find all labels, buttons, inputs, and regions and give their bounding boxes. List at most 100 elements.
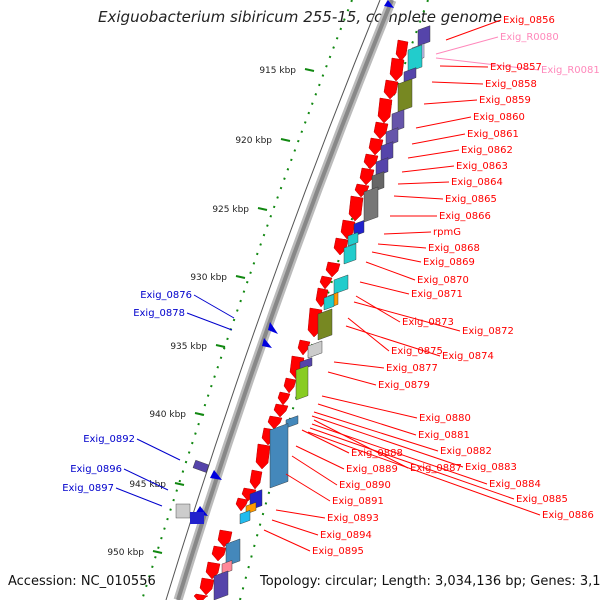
gene-label[interactable]: Exig_0877 [386,363,438,374]
gene-label[interactable]: Exig_0856 [503,15,555,26]
gene-label[interactable]: Exig_0859 [479,95,531,106]
gene-label[interactable]: Exig_0882 [440,446,492,457]
gene-label[interactable]: Exig_0868 [428,243,480,254]
cds-feature-forward [377,97,393,124]
gene-label-reverse[interactable]: Exig_0876 [140,290,192,301]
gene-label[interactable]: Exig_0872 [462,326,514,337]
gene-label-reverse[interactable]: Exig_0897 [62,483,114,494]
gene-label[interactable]: Exig_0891 [332,496,384,507]
label-leader-line [327,371,377,386]
feature-category-box [353,220,365,237]
gene-label[interactable]: Exig_0884 [489,479,541,490]
feature-category-box [317,308,333,341]
label-leader-line [115,487,163,507]
gene-label[interactable]: Exig_0886 [542,510,594,521]
feature-category-box [269,423,289,489]
gene-label[interactable]: Exig_0895 [312,546,364,557]
gene-label[interactable]: Exig_0870 [417,275,469,286]
label-leader-line [411,133,466,145]
scale-tick [304,68,315,72]
scale-tick-label: 920 kbp [235,136,272,146]
label-leader-line [186,312,233,331]
label-leader-line [435,36,499,55]
cds-feature-forward [193,593,209,600]
scale-tick-label: 915 kbp [259,66,296,76]
gene-label[interactable]: Exig_0890 [339,480,391,491]
cds-feature-forward [211,545,227,562]
gene-label[interactable]: Exig_0860 [473,112,525,123]
cds-feature-forward [315,287,329,308]
gene-label[interactable]: Exig_0862 [461,145,513,156]
cds-feature-forward [319,275,333,290]
scale-tick-label: 935 kbp [170,342,207,352]
gene-label-reverse[interactable]: Exig_0892 [83,434,135,445]
gene-label[interactable]: Exig_0858 [485,79,537,90]
reverse-category-box [190,512,204,524]
label-leader-line [313,419,409,469]
gene-label-reverse[interactable]: Exig_0878 [133,308,185,319]
gene-label[interactable]: Exig_0869 [423,257,475,268]
cds-feature-reverse [384,0,394,8]
gene-label[interactable]: Exig_0888 [351,448,403,459]
label-leader-line [407,149,460,159]
label-leader-line [311,423,488,485]
cds-feature-forward [273,403,289,418]
cds-feature-forward [249,469,263,490]
label-leader-line [377,243,427,249]
gene-label[interactable]: Exig_0871 [411,289,463,300]
gene-label[interactable]: Exig_0866 [439,211,491,222]
gene-label[interactable]: Exig_0864 [451,177,503,188]
gene-label[interactable]: Exig_0861 [467,129,519,140]
gene-label[interactable]: rpmG [433,227,461,238]
label-leader-line [359,281,410,295]
feature-category-box [397,78,413,113]
scale-tick [152,550,163,554]
label-leader-line [423,99,478,105]
label-leader-line [393,195,444,200]
label-leader-line [271,519,319,536]
cds-feature-forward [395,39,409,62]
scale-tick-label: 925 kbp [212,205,249,215]
gene-label[interactable]: Exig_R0080 [500,32,559,43]
gene-label[interactable]: Exig_0894 [320,530,372,541]
label-leader-line [311,415,464,468]
scale-tick [174,482,185,486]
genome-summary-text: Topology: circular; Length: 3,034,136 bp… [260,574,600,589]
gene-label[interactable]: Exig_0875 [391,346,443,357]
feature-category-box [323,294,335,311]
cds-feature-forward [348,195,364,222]
gene-label[interactable]: Exig_0883 [465,462,517,473]
gene-label[interactable]: Exig_0881 [418,430,470,441]
label-leader-line [309,427,515,500]
gene-label[interactable]: Exig_0873 [402,317,454,328]
label-leader-line [401,165,455,173]
gene-label[interactable]: Exig_0893 [327,513,379,524]
cds-feature-reverse [262,338,272,348]
gene-label[interactable]: Exig_R0081 [541,65,600,76]
gene-label[interactable]: Exig_0885 [516,494,568,505]
scale-tick [215,344,226,348]
label-leader-layer [115,19,541,552]
gene-label[interactable]: Exig_0865 [445,194,497,205]
gene-label[interactable]: Exig_0863 [456,161,508,172]
label-leader-line [291,455,338,486]
label-leader-line [371,251,422,263]
map-title: Exiguobacterium sibiricum 255-15, comple… [98,8,502,26]
gene-label[interactable]: Exig_0879 [378,380,430,391]
scale-dotted-line [141,0,353,600]
reverse-category-box [175,503,191,519]
gene-label[interactable]: Exig_0887 [410,463,462,474]
feature-category-box [213,570,229,600]
gene-label[interactable]: Exig_0857 [490,62,542,73]
label-leader-line [431,81,484,85]
cds-feature-forward [277,391,291,406]
cds-feature-forward [333,237,349,256]
gene-label-reverse[interactable]: Exig_0896 [70,464,122,475]
gene-label[interactable]: Exig_0880 [419,413,471,424]
gene-label[interactable]: Exig_0874 [442,351,494,362]
cds-feature-forward [373,121,389,140]
reverse-category-box [192,459,210,473]
gene-label[interactable]: Exig_0889 [346,464,398,475]
feature-category-box [307,340,323,359]
